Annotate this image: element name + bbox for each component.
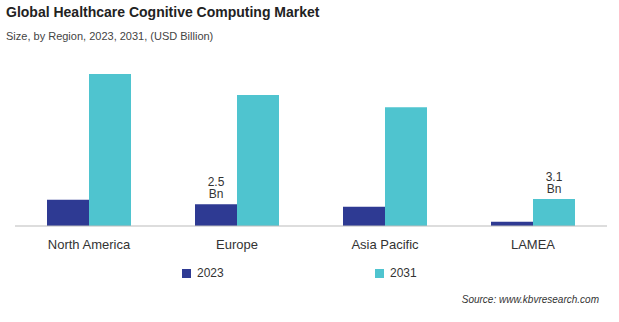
svg-text:Asia Pacific: Asia Pacific [351, 237, 419, 252]
svg-text:Europe: Europe [216, 237, 258, 252]
html-text:2023: 2023 [197, 266, 224, 280]
svg-text:3.1Bn: 3.1Bn [546, 170, 563, 196]
html-text:Size, by Region, 2023, 2031, (: Size, by Region, 2023, 2031, (USD Billio… [6, 30, 214, 42]
html-text:Source: www.kbvresearch.com: Source: www.kbvresearch.com [461, 294, 599, 305]
html-text:Global Healthcare Cognitive Co: Global Healthcare Cognitive Computing Ma… [6, 4, 320, 20]
svg-text:North America: North America [48, 237, 131, 252]
svg-text:2.5Bn: 2.5Bn [208, 175, 225, 201]
svg-text:LAMEA: LAMEA [511, 237, 555, 252]
html-text:2031: 2031 [390, 266, 417, 280]
